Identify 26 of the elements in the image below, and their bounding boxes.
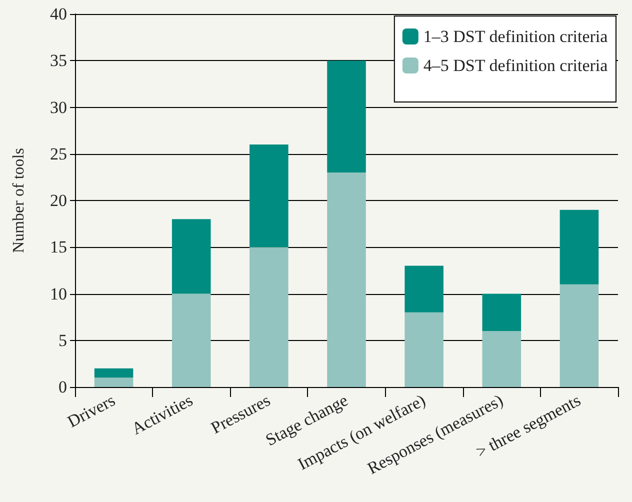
- bar: [560, 284, 599, 387]
- legend-label: 4–5 DST definition criteria: [423, 56, 608, 75]
- bar: [404, 266, 444, 312]
- y-tick-label: 35: [50, 51, 67, 70]
- bar: [327, 60, 366, 173]
- y-tick-label: 20: [50, 191, 67, 210]
- bar: [250, 144, 288, 248]
- bar: [250, 247, 288, 387]
- bar: [560, 210, 599, 284]
- bar: [404, 312, 444, 387]
- bar: [482, 331, 522, 387]
- bar: [482, 294, 522, 332]
- y-tick-label: 30: [50, 98, 67, 117]
- y-tick-label: 0: [58, 378, 67, 396]
- bar: [172, 294, 211, 387]
- bar: [172, 219, 211, 294]
- y-tick-label: 15: [50, 238, 67, 257]
- bar: [327, 172, 366, 387]
- y-tick-label: 25: [50, 144, 67, 164]
- y-tick-label: 10: [50, 284, 67, 304]
- y-axis-title: Number of tools: [10, 148, 28, 253]
- bar: [94, 378, 134, 387]
- y-tick-label: 40: [50, 4, 67, 24]
- y-tick-label: 5: [58, 330, 67, 350]
- bar: [94, 368, 134, 378]
- legend-label: 1–3 DST definition criteria: [423, 27, 608, 46]
